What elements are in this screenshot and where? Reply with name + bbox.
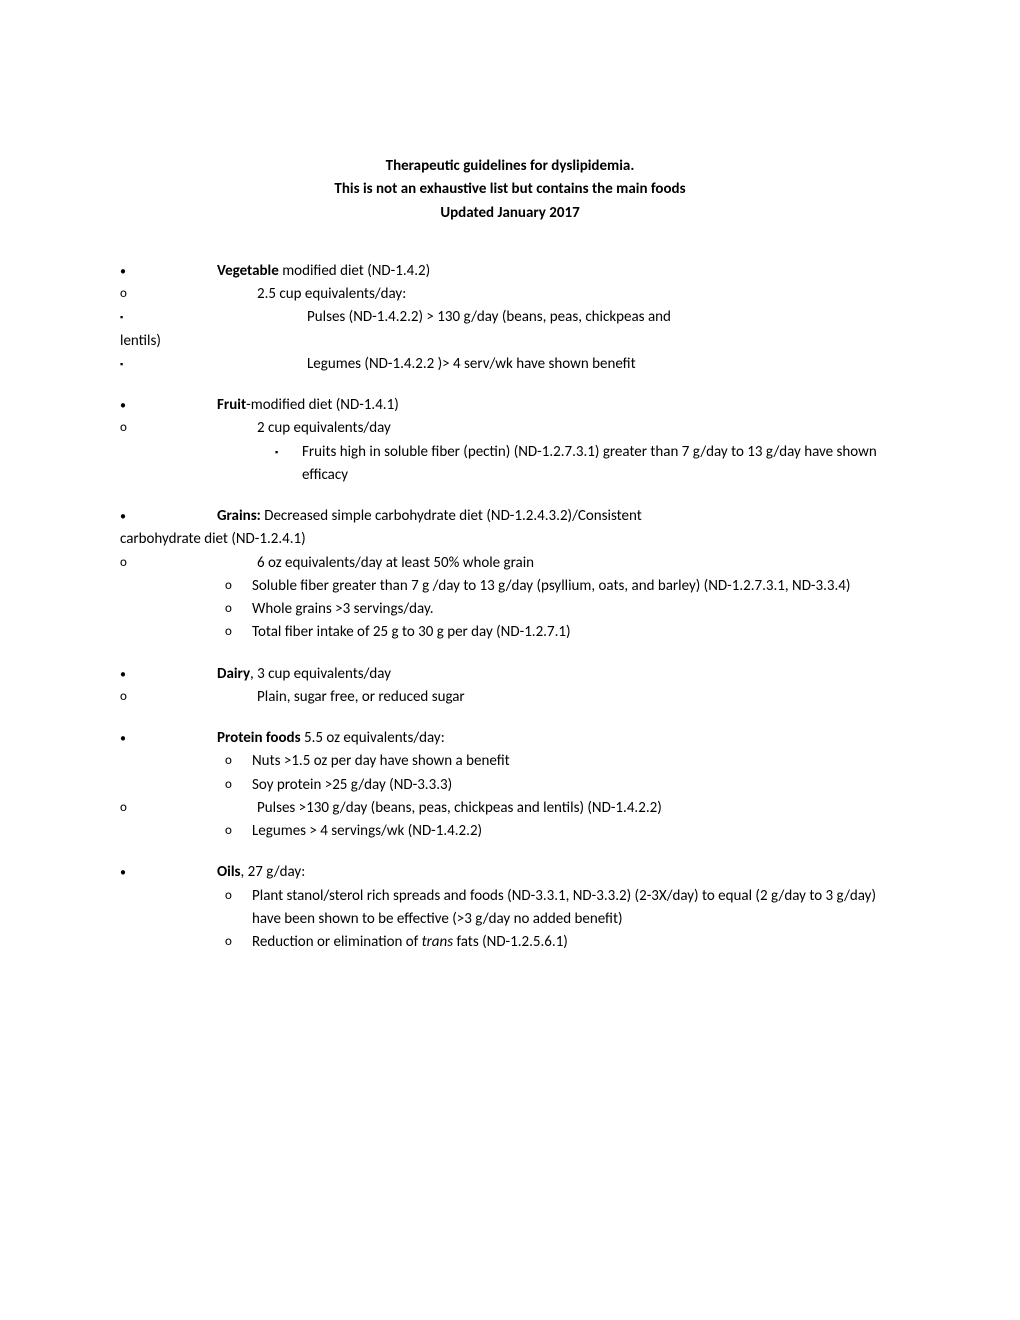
list-item: o Pulses >130 g/day (beans, peas, chickp… — [120, 797, 900, 820]
list-item: o Plant stanol/sterol rich spreads and f… — [120, 885, 900, 932]
bullet-sq-icon: ▪ — [275, 441, 302, 460]
grains-total-fiber: Total fiber intake of 25 g to 30 g per d… — [252, 621, 900, 644]
vegetable-pulses-cont: lentils) — [120, 330, 900, 353]
document-page: Therapeutic guidelines for dyslipidemia.… — [0, 0, 1020, 954]
vegetable-serving: 2.5 cup equivalents/day: — [257, 283, 900, 306]
bullet-sq-icon: ▪ — [120, 306, 307, 325]
list-item: o Plain, sugar free, or reduced sugar — [120, 686, 900, 709]
bullet-circ-icon: o — [120, 417, 257, 438]
bullet-disc-icon: • — [120, 394, 217, 416]
protein-nuts: Nuts >1.5 oz per day have shown a benefi… — [252, 750, 900, 773]
bullet-circ-icon: o — [225, 885, 252, 906]
list-item: ▪ Fruits high in soluble fiber (pectin) … — [120, 441, 900, 488]
title-block: Therapeutic guidelines for dyslipidemia.… — [120, 155, 900, 225]
list-item: o Soy protein >25 g/day (ND-3.3.3) — [120, 774, 900, 797]
bullet-circ-icon: o — [120, 283, 257, 304]
oils-heading: Oils, 27 g/day: — [217, 861, 900, 884]
bullet-disc-icon: • — [120, 727, 217, 749]
bullet-circ-icon: o — [120, 552, 257, 573]
fruit-fiber: Fruits high in soluble fiber (pectin) (N… — [302, 441, 900, 488]
bullet-circ-icon: o — [120, 797, 257, 818]
bullet-circ-icon: o — [225, 750, 252, 771]
fruit-heading: Fruit-modified diet (ND-1.4.1) — [217, 394, 900, 417]
list-item: • Vegetable modified diet (ND-1.4.2) — [120, 260, 900, 283]
grains-soluble-fiber: Soluble fiber greater than 7 g /day to 1… — [252, 575, 900, 598]
list-item: o Reduction or elimination of trans fats… — [120, 931, 900, 954]
bullet-circ-icon: o — [225, 598, 252, 619]
title-line-1: Therapeutic guidelines for dyslipidemia. — [120, 155, 900, 178]
section-oils: • Oils, 27 g/day: o Plant stanol/sterol … — [120, 861, 900, 954]
list-item: o Nuts >1.5 oz per day have shown a bene… — [120, 750, 900, 773]
list-item-continuation: carbohydrate diet (ND-1.2.4.1) — [120, 528, 900, 551]
bullet-circ-icon: o — [225, 820, 252, 841]
fruit-serving: 2 cup equivalents/day — [257, 417, 900, 440]
list-item: • Dairy, 3 cup equivalents/day — [120, 663, 900, 686]
list-item: o Legumes > 4 servings/wk (ND-1.4.2.2) — [120, 820, 900, 843]
grains-serving: 6 oz equivalents/day at least 50% whole … — [257, 552, 900, 575]
bullet-disc-icon: • — [120, 260, 217, 282]
protein-soy: Soy protein >25 g/day (ND-3.3.3) — [252, 774, 900, 797]
list-item: o 2.5 cup equivalents/day: — [120, 283, 900, 306]
protein-legumes: Legumes > 4 servings/wk (ND-1.4.2.2) — [252, 820, 900, 843]
bullet-circ-icon: o — [225, 931, 252, 952]
bullet-circ-icon: o — [120, 686, 257, 707]
list-item: o 2 cup equivalents/day — [120, 417, 900, 440]
bullet-circ-icon: o — [225, 575, 252, 596]
title-line-2: This is not an exhaustive list but conta… — [120, 178, 900, 201]
list-item: • Protein foods 5.5 oz equivalents/day: — [120, 727, 900, 750]
bullet-disc-icon: • — [120, 663, 217, 685]
vegetable-heading: Vegetable modified diet (ND-1.4.2) — [217, 260, 900, 283]
bullet-circ-icon: o — [225, 621, 252, 642]
protein-heading: Protein foods 5.5 oz equivalents/day: — [217, 727, 900, 750]
list-item: ▪ Pulses (ND-1.4.2.2) > 130 g/day (beans… — [120, 306, 900, 329]
bullet-circ-icon: o — [225, 774, 252, 795]
oils-trans: Reduction or elimination of trans fats (… — [252, 931, 900, 954]
bullet-disc-icon: • — [120, 861, 217, 883]
list-item: o Total fiber intake of 25 g to 30 g per… — [120, 621, 900, 644]
list-item: • Fruit-modified diet (ND-1.4.1) — [120, 394, 900, 417]
oils-stanol: Plant stanol/sterol rich spreads and foo… — [252, 885, 900, 932]
vegetable-pulses: Pulses (ND-1.4.2.2) > 130 g/day (beans, … — [307, 306, 900, 329]
bullet-disc-icon: • — [120, 505, 217, 527]
grains-whole: Whole grains >3 servings/day. — [252, 598, 900, 621]
bullet-sq-icon: ▪ — [120, 353, 307, 372]
grains-heading: Grains: Decreased simple carbohydrate di… — [217, 505, 900, 528]
dairy-heading: Dairy, 3 cup equivalents/day — [217, 663, 900, 686]
section-fruit: • Fruit-modified diet (ND-1.4.1) o 2 cup… — [120, 394, 900, 487]
list-item: o Whole grains >3 servings/day. — [120, 598, 900, 621]
vegetable-legumes: Legumes (ND-1.4.2.2 )> 4 serv/wk have sh… — [307, 353, 900, 376]
section-protein: • Protein foods 5.5 oz equivalents/day: … — [120, 727, 900, 843]
list-item: ▪ Legumes (ND-1.4.2.2 )> 4 serv/wk have … — [120, 353, 900, 376]
title-line-3: Updated January 2017 — [120, 202, 900, 225]
grains-heading-cont: carbohydrate diet (ND-1.2.4.1) — [120, 528, 900, 551]
list-item: o Soluble fiber greater than 7 g /day to… — [120, 575, 900, 598]
list-item-continuation: lentils) — [120, 330, 900, 353]
section-vegetable: • Vegetable modified diet (ND-1.4.2) o 2… — [120, 260, 900, 376]
list-item: • Oils, 27 g/day: — [120, 861, 900, 884]
protein-pulses: Pulses >130 g/day (beans, peas, chickpea… — [257, 797, 900, 820]
section-grains: • Grains: Decreased simple carbohydrate … — [120, 505, 900, 645]
list-item: o 6 oz equivalents/day at least 50% whol… — [120, 552, 900, 575]
dairy-plain: Plain, sugar free, or reduced sugar — [257, 686, 900, 709]
section-dairy: • Dairy, 3 cup equivalents/day o Plain, … — [120, 663, 900, 710]
list-item: • Grains: Decreased simple carbohydrate … — [120, 505, 900, 528]
